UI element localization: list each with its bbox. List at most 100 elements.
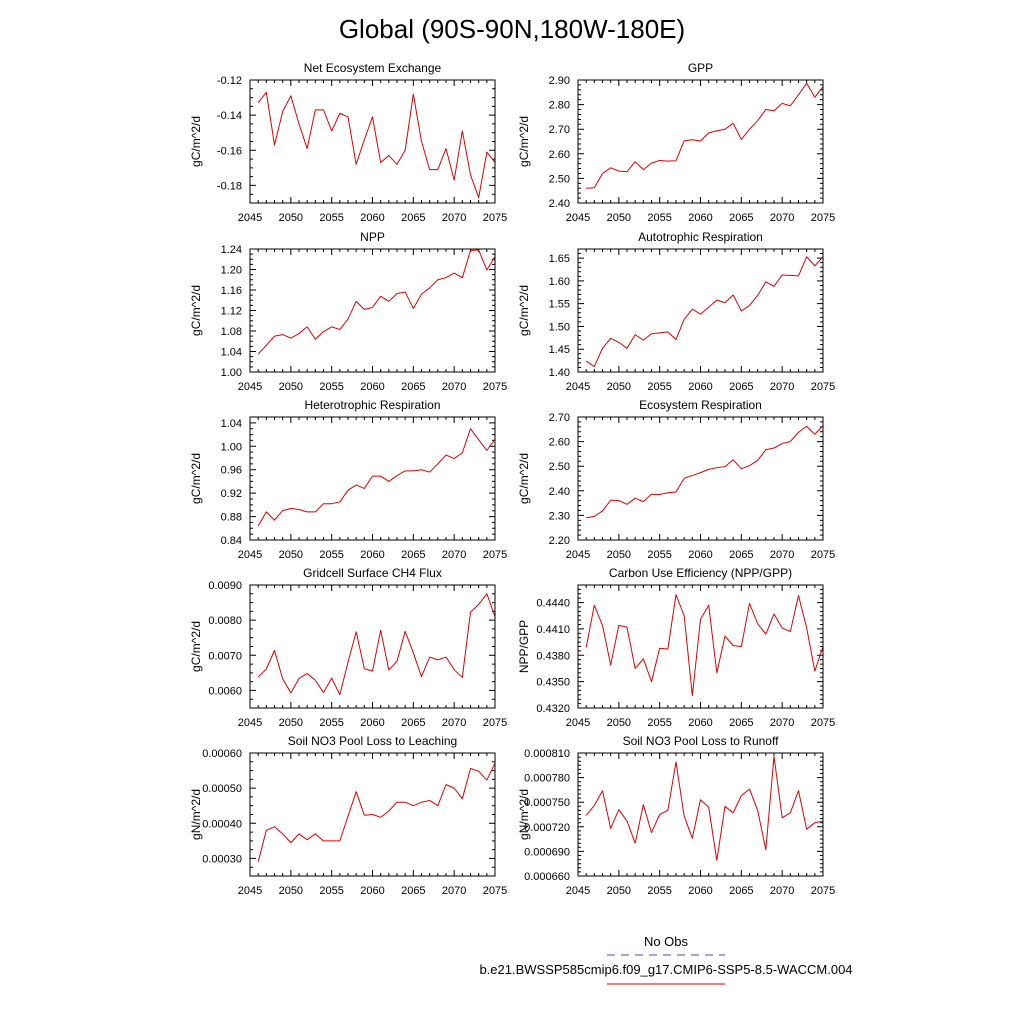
x-tick-label: 2060	[688, 885, 712, 897]
x-tick-label: 2045	[238, 381, 262, 393]
data-point	[477, 439, 479, 441]
data-point	[363, 139, 365, 141]
data-point	[765, 849, 767, 851]
data-point	[314, 833, 316, 835]
data-point	[420, 469, 422, 471]
data-point	[412, 307, 414, 309]
data-point	[618, 170, 620, 172]
data-point	[273, 144, 275, 146]
data-point	[445, 147, 447, 149]
data-point	[748, 465, 750, 467]
data-point	[461, 452, 463, 454]
series-line	[257, 249, 496, 355]
data-point	[805, 627, 807, 629]
data-point	[265, 91, 267, 93]
y-tick-label: -0.14	[217, 110, 242, 122]
plot-frame	[577, 79, 824, 204]
panel-9: Soil NO3 Pool Loss to Leaching gN/m^2/d 20…	[189, 734, 507, 897]
data-point	[626, 626, 628, 628]
data-point	[461, 277, 463, 279]
data-point	[330, 326, 332, 328]
data-point	[330, 130, 332, 132]
data-point	[814, 433, 816, 435]
data-point	[412, 805, 414, 807]
data-point	[626, 820, 628, 822]
data-point	[339, 112, 341, 114]
data-point	[273, 649, 275, 651]
data-point	[445, 783, 447, 785]
data-point	[609, 827, 611, 829]
data-point	[699, 618, 701, 620]
data-point	[420, 140, 422, 142]
y-tick-label: 0.4440	[536, 598, 570, 610]
x-tick-label: 2050	[279, 381, 303, 393]
data-point	[699, 313, 701, 315]
data-point	[707, 604, 709, 606]
x-tick-label: 2055	[319, 885, 343, 897]
data-point	[585, 360, 587, 362]
data-point	[601, 624, 603, 626]
data-point	[322, 840, 324, 842]
x-tick-label: 2045	[566, 381, 590, 393]
plot-frame	[249, 79, 496, 204]
panel-title: Autotrophic Respiration	[638, 230, 763, 244]
y-tick-label: 0.000720	[524, 822, 570, 834]
data-point	[404, 470, 406, 472]
panel-title: Ecosystem Respiration	[639, 398, 762, 412]
data-point	[609, 499, 611, 501]
data-point	[420, 801, 422, 803]
y-tick-label: 0.000750	[524, 797, 570, 809]
data-point	[322, 691, 324, 693]
data-point	[675, 491, 677, 493]
x-tick-label: 2045	[566, 212, 590, 224]
data-point	[428, 799, 430, 801]
data-point	[781, 274, 783, 276]
y-axis-label: gC/m^2/d	[517, 116, 531, 167]
y-tick-label: 0.0080	[208, 615, 242, 627]
x-tick-label: 2065	[729, 885, 753, 897]
data-point	[322, 502, 324, 504]
data-point	[363, 667, 365, 669]
data-point	[379, 629, 381, 631]
data-point	[306, 511, 308, 513]
panel-5: Heterotrophic Respiration gC/m^2/d 2045 205…	[189, 398, 507, 561]
x-tick-label: 2050	[607, 381, 631, 393]
y-axis-label: NPP/GPP	[517, 620, 531, 673]
y-tick-label: 0.0070	[208, 650, 242, 662]
data-point	[355, 790, 357, 792]
y-axis-label: gC/m^2/d	[189, 116, 203, 167]
data-point	[814, 670, 816, 672]
x-tick-label: 2075	[811, 549, 835, 561]
data-point	[756, 809, 758, 811]
data-point	[740, 310, 742, 312]
y-tick-label: 1.40	[549, 367, 570, 379]
data-point	[379, 475, 381, 477]
x-tick-label: 2055	[647, 549, 671, 561]
data-point	[412, 470, 414, 472]
x-tick-label: 2070	[770, 717, 794, 729]
data-point	[732, 812, 734, 814]
x-tick-label: 2055	[319, 381, 343, 393]
data-point	[388, 480, 390, 482]
y-tick-label: -0.12	[217, 75, 242, 87]
x-tick-label: 2070	[442, 549, 466, 561]
x-tick-label: 2045	[238, 885, 262, 897]
data-point	[658, 332, 660, 334]
data-point	[707, 132, 709, 134]
data-point	[379, 161, 381, 163]
y-tick-label: 2.70	[549, 412, 570, 424]
data-point	[756, 459, 758, 461]
data-point	[797, 790, 799, 792]
y-tick-label: 2.80	[549, 100, 570, 112]
data-point	[707, 806, 709, 808]
series-line	[257, 91, 496, 199]
data-point	[371, 670, 373, 672]
x-tick-label: 2045	[566, 549, 590, 561]
data-point	[724, 302, 726, 304]
x-tick-label: 2075	[811, 885, 835, 897]
data-point	[618, 624, 620, 626]
data-point	[347, 489, 349, 491]
data-point	[658, 159, 660, 161]
y-tick-label: 1.65	[549, 253, 570, 265]
